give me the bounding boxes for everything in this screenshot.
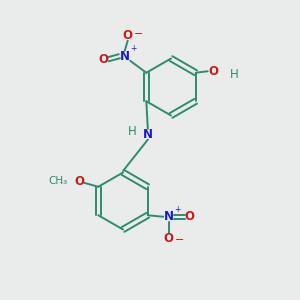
Text: −: − [175,235,184,245]
Text: H: H [128,125,136,138]
Text: H: H [230,68,239,81]
Text: O: O [123,29,133,42]
Text: +: + [130,44,136,53]
Text: CH₃: CH₃ [49,176,68,186]
Text: −: − [134,29,143,39]
Text: N: N [164,210,174,223]
Text: O: O [164,232,174,245]
Text: O: O [99,53,109,66]
Text: methoxy: methoxy [60,182,66,184]
Text: N: N [120,50,130,63]
Text: O: O [75,175,85,188]
Text: O: O [209,65,219,78]
Text: O: O [184,210,194,223]
Text: +: + [174,205,181,214]
Text: N: N [143,128,153,141]
